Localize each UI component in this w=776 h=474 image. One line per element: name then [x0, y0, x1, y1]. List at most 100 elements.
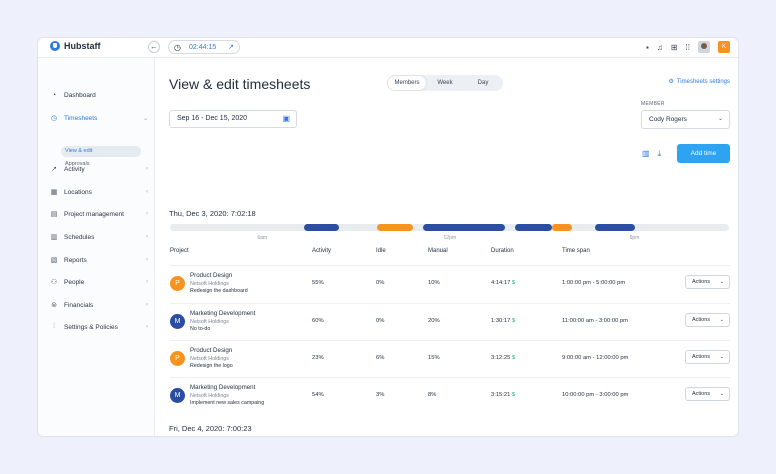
idle-value: 0%: [376, 280, 385, 286]
idle-value: 0%: [376, 318, 385, 324]
chevron-down-icon: ⌄: [142, 115, 148, 122]
sidebar-subitem-approvals[interactable]: Approvals: [65, 161, 90, 167]
sidebar-item-label: People: [64, 278, 85, 286]
chevron-down-icon: ⌄: [719, 391, 724, 397]
sidebar-item-dashboard[interactable]: ◔ Dashboard: [50, 92, 148, 99]
sidebar-item-schedules[interactable]: ▥ Schedules ‹: [50, 233, 148, 242]
timeline-segment[interactable]: [422, 224, 505, 231]
table-row[interactable]: M Marketing Development Netsoft Holdings Im…: [170, 377, 730, 414]
clipboard-icon: ▤: [50, 211, 58, 218]
chevron-left-icon: ‹: [146, 189, 148, 195]
chat-icon[interactable]: ▪: [646, 42, 649, 52]
timeline-segment[interactable]: [594, 224, 636, 231]
settings-link-label: Timesheets settings: [676, 78, 730, 85]
columns-icon[interactable]: ▥: [642, 149, 650, 158]
dollar-icon: $: [510, 318, 516, 324]
tab-members[interactable]: Members: [388, 76, 426, 90]
apps-grid-icon[interactable]: ⁞⁞: [685, 42, 690, 52]
activity-icon: ↗: [51, 166, 57, 173]
tool-icons: ▥ ⤓: [642, 149, 661, 159]
column-header: Duration: [491, 248, 514, 254]
sidebar-subitem-view-edit[interactable]: View & edit: [61, 146, 141, 157]
project-avatar: M: [170, 314, 185, 329]
chevron-down-icon: ⌄: [719, 354, 724, 360]
download-icon[interactable]: ⤓: [657, 149, 662, 158]
project-name: Product Design: [190, 347, 233, 354]
member-select[interactable]: Cody Rogers ⌄: [641, 110, 730, 129]
tab-week[interactable]: Week: [437, 80, 453, 86]
user-avatar[interactable]: [698, 41, 710, 53]
top-bar: Hubstaff ← ◷ 02:44:15 ↗ ▪ ♫ ⊞ ⁞⁞ K: [38, 38, 738, 58]
date-range-picker[interactable]: Sep 16 - Dec 15, 2020 ▣: [169, 110, 297, 128]
project-avatar: M: [170, 388, 185, 403]
row-divider: [170, 377, 730, 378]
org-badge[interactable]: K: [718, 41, 730, 53]
gift-icon[interactable]: ⊞: [670, 42, 678, 52]
chevron-left-icon: ‹: [146, 234, 148, 240]
timer-widget[interactable]: ◷ 02:44:15 ↗: [168, 40, 240, 54]
timeline-segment[interactable]: [377, 224, 414, 231]
row-divider: [170, 303, 730, 304]
member-value: Cody Rogers: [649, 116, 687, 123]
actions-dropdown[interactable]: Actions ⌄: [685, 275, 730, 289]
add-time-button[interactable]: Add time: [677, 144, 730, 163]
sidebar-item-project-management[interactable]: ▤ Project management ‹: [50, 210, 148, 219]
sidebar-item-activity[interactable]: ↗ Activity ‹: [50, 165, 148, 174]
chevron-left-icon: ‹: [146, 302, 148, 308]
actions-label: Actions: [692, 279, 711, 285]
sidebar-item-settings-policies[interactable]: ⫶ Settings & Policies ‹: [50, 323, 148, 331]
project-name: Product Design: [190, 272, 233, 279]
task-name: Implement new sales campaing: [190, 400, 265, 406]
table-row[interactable]: P Product Design Netsoft Holdings Redesign …: [170, 340, 730, 377]
actions-dropdown[interactable]: Actions ⌄: [685, 313, 730, 327]
column-header: Project: [170, 248, 189, 254]
timer-clock-icon: ◷: [174, 42, 181, 52]
tab-day[interactable]: Day: [477, 80, 489, 86]
task-name: Redesign the logo: [190, 363, 233, 369]
sidebar-item-reports[interactable]: ▧ Reports ‹: [50, 256, 148, 265]
sidebar-item-label: Project management: [64, 210, 124, 218]
sidebar-item-financials[interactable]: ⊜ Financials ‹: [50, 301, 148, 310]
actions-dropdown[interactable]: Actions ⌄: [685, 350, 730, 364]
top-icons: ▪ ♫ ⊞ ⁞⁞ K: [646, 41, 730, 53]
collapse-sidebar-button[interactable]: ←: [148, 41, 160, 53]
hubstaff-logo[interactable]: Hubstaff: [50, 41, 101, 51]
calendar-icon: ▥: [50, 234, 58, 241]
timeline-segment[interactable]: [514, 224, 552, 231]
sliders-icon: ⫶: [53, 323, 55, 330]
duration-cell: 1:30:17 $: [491, 318, 515, 324]
duration-value: 3:12:25: [491, 355, 511, 361]
duration-value: 3:15:21: [491, 392, 511, 398]
date-range-value: Sep 16 - Dec 15, 2020: [177, 115, 248, 122]
table-row[interactable]: M Marketing Development Netsoft Holdings No…: [170, 303, 730, 340]
idle-value: 3%: [376, 392, 385, 398]
expand-arrow-icon[interactable]: ↗: [228, 44, 234, 51]
sidebar-item-label: Schedules: [64, 233, 95, 241]
bell-icon[interactable]: ♫: [656, 42, 663, 52]
organization-name: Netsoft Holdings: [190, 356, 229, 362]
actions-dropdown[interactable]: Actions ⌄: [685, 387, 730, 401]
task-name: Redesign the dashboard: [190, 288, 248, 294]
sidebar-item-locations[interactable]: ▦ Locations ‹: [50, 188, 148, 197]
timeline-segment[interactable]: [551, 224, 573, 231]
manual-value: 15%: [428, 355, 440, 361]
duration-cell: 3:12:25 $: [491, 355, 515, 361]
sidebar-item-people[interactable]: ⚇ People ‹: [50, 278, 148, 287]
chevron-left-icon: ‹: [146, 257, 148, 263]
timesheets-settings-link[interactable]: ⚙ Timesheets settings: [668, 78, 730, 86]
dollar-icon: $: [510, 355, 516, 361]
people-icon: ⚇: [50, 279, 58, 286]
dashboard-icon: ◔: [51, 92, 57, 99]
project-avatar: P: [170, 276, 185, 291]
sidebar-item-label: Locations: [64, 188, 92, 196]
sidebar-item-timesheets[interactable]: ◷ Timesheets ⌄: [50, 114, 148, 123]
table-row[interactable]: P Product Design Netsoft Holdings Redesign …: [170, 265, 730, 302]
activity-value: 55%: [312, 280, 324, 286]
timer-value: 02:44:15: [188, 43, 217, 51]
column-header: Activity: [312, 248, 332, 254]
actions-label: Actions: [692, 391, 711, 397]
column-header: Time span: [562, 248, 590, 254]
timeline-segment[interactable]: [303, 224, 339, 231]
actions-label: Actions: [692, 317, 711, 323]
gear-icon: ⚙: [668, 79, 674, 85]
